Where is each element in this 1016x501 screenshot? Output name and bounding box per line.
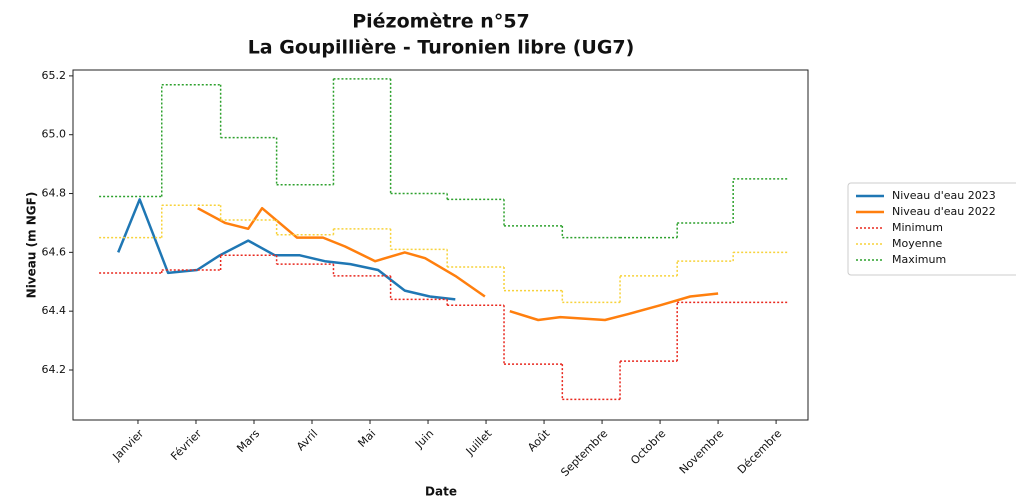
- x-tick-label: Mars: [234, 427, 262, 455]
- legend-label: Niveau d'eau 2023: [892, 189, 996, 202]
- chart-title: Piézomètre n°57: [352, 11, 530, 33]
- y-tick-label: 64.4: [42, 304, 67, 317]
- x-tick-label: Décembre: [735, 427, 785, 477]
- y-tick-label: 64.2: [42, 363, 67, 376]
- x-tick-label: Novembre: [677, 427, 727, 477]
- data-line: [197, 206, 719, 322]
- y-tick-label: 64.6: [42, 245, 67, 258]
- x-tick-label: Janvier: [110, 427, 147, 464]
- y-axis-label: Niveau (m NGF): [25, 192, 39, 299]
- y-tick-label: 65.2: [42, 69, 67, 82]
- x-tick-label: Juin: [412, 427, 436, 451]
- legend-label: Moyenne: [892, 237, 942, 250]
- plot-area: [99, 78, 788, 401]
- plot-frame: [72, 69, 809, 421]
- x-tick-label: Juillet: [463, 427, 495, 459]
- x-tick-label: Février: [168, 427, 204, 463]
- legend-label: Niveau d'eau 2022: [892, 205, 996, 218]
- data-line: [117, 198, 456, 301]
- x-tick-label: Mai: [355, 427, 378, 450]
- x-axis-label: Date: [425, 485, 457, 499]
- legend-label: Minimum: [892, 221, 943, 234]
- x-tick-label: Août: [525, 427, 553, 455]
- x-tick-label: Septembre: [558, 427, 610, 479]
- y-tick-label: 65.0: [42, 128, 67, 141]
- legend-label: Maximum: [892, 253, 946, 266]
- legend-box: [847, 182, 1016, 276]
- chart-subtitle: La Goupillière - Turonien libre (UG7): [248, 37, 635, 59]
- x-tick-label: Avril: [294, 427, 320, 453]
- x-tick-label: Octobre: [628, 427, 668, 467]
- y-tick-label: 64.8: [42, 187, 67, 200]
